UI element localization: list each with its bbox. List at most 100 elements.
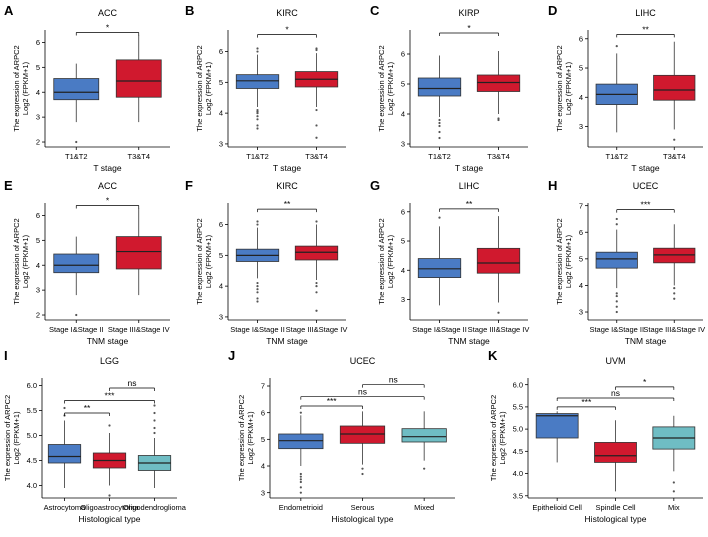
panel-b: B KIRC 3 4 5 6 The expression of ARPC2 Log2 (FP… xyxy=(185,3,346,173)
y-axis-label: The expression of ARPC2 xyxy=(12,45,21,131)
outlier-point xyxy=(256,288,259,291)
box-t3-t4 xyxy=(653,41,696,141)
panel-j: J UCEC 3 4 5 6 7 The expression of ARPC2 Log2 (F… xyxy=(228,348,455,524)
box-t3-t4 xyxy=(294,47,339,139)
outlier-point xyxy=(438,130,441,134)
box-oligodendroglioma xyxy=(137,404,172,488)
outlier-point xyxy=(299,411,302,414)
box-serous xyxy=(339,411,386,476)
panel-title: UVM xyxy=(606,356,626,366)
box-stage-i-stage-ii xyxy=(53,236,100,317)
box-iqr xyxy=(115,236,162,270)
x-tick-label: Serous xyxy=(351,503,375,512)
y-tick-label: 7 xyxy=(579,201,583,210)
x-tick-label: T3&T4 xyxy=(663,152,686,161)
x-axis-label: T stage xyxy=(455,163,483,173)
panel-i: I LGG 4.0 4.5 5.0 5.5 6.0 The expression of ARP… xyxy=(3,348,187,524)
significance-label: ** xyxy=(284,199,291,209)
box-iqr xyxy=(417,77,462,97)
y-axis-label: The expression of ARPC2 xyxy=(555,45,564,131)
outlier-point xyxy=(438,124,441,128)
y-tick-label: 6 xyxy=(579,228,583,237)
box-iqr xyxy=(53,253,100,274)
x-tick-label: Stage III&Stage IV xyxy=(286,325,348,334)
significance-bracket: *** xyxy=(64,391,155,404)
x-axis-label: TNM stage xyxy=(266,336,308,346)
outlier-point xyxy=(256,108,259,112)
panel-h: H UCEC 3 4 5 6 7 The expression of ARPC2 Log2 (F… xyxy=(548,178,705,346)
significance-label: * xyxy=(106,195,110,205)
outlier-point xyxy=(615,310,618,314)
y-tick-label: 4 xyxy=(261,462,265,471)
outlier-point xyxy=(438,136,441,140)
x-tick-label: T1&T2 xyxy=(428,152,451,161)
outlier-point xyxy=(299,480,302,484)
outlier-point xyxy=(256,118,259,121)
x-tick-label: Spindle Cell xyxy=(595,503,635,512)
box-iqr xyxy=(476,247,521,274)
x-tick-label: T3&T4 xyxy=(305,152,328,161)
outlier-point xyxy=(153,431,156,435)
box-iqr xyxy=(53,78,100,101)
significance-bracket: * xyxy=(439,23,499,36)
y-tick-label: 4 xyxy=(36,261,40,270)
y-axis-label: The expression of ARPC2 xyxy=(377,45,386,131)
y-tick-label: 5 xyxy=(579,64,583,73)
outlier-point xyxy=(256,223,259,226)
significance-bracket: ns xyxy=(362,375,425,388)
outlier-point xyxy=(672,490,675,493)
panel-label: F xyxy=(185,178,193,193)
x-axis-label: T stage xyxy=(631,163,659,173)
y-tick-label: 6 xyxy=(36,38,40,47)
outlier-point xyxy=(256,281,259,285)
box-epithelioid-cell xyxy=(535,411,579,463)
outlier-point xyxy=(299,491,302,494)
significance-label: ns xyxy=(128,378,137,388)
panel-title: KIRP xyxy=(458,8,479,18)
y-tick-label: 4.5 xyxy=(27,456,37,465)
significance-bracket: *** xyxy=(300,396,363,409)
y-axis-label-units: Log2 (FPKM+1) xyxy=(386,234,395,288)
outlier-point xyxy=(256,297,259,300)
outlier-point xyxy=(256,127,259,130)
outlier-point xyxy=(315,48,318,52)
box-t1-t2 xyxy=(235,47,280,130)
y-tick-label: 3 xyxy=(219,140,223,149)
outlier-point xyxy=(256,110,259,113)
box-iqr xyxy=(476,74,521,92)
y-tick-label: 4 xyxy=(401,110,405,119)
outlier-point xyxy=(615,300,618,303)
y-tick-label: 5 xyxy=(36,63,40,72)
y-tick-label: 5 xyxy=(579,254,583,263)
outlier-point xyxy=(256,50,259,53)
box-t1-t2 xyxy=(595,44,638,133)
box-stage-iii-stage-iv xyxy=(476,216,521,314)
y-axis-label-units: Log2 (FPKM+1) xyxy=(12,411,21,465)
y-tick-label: 4 xyxy=(219,282,223,291)
y-tick-label: 5.0 xyxy=(27,431,37,440)
x-tick-label: Stage I&Stage II xyxy=(589,325,644,334)
box-iqr xyxy=(339,425,386,444)
outlier-point xyxy=(315,220,318,223)
y-tick-label: 4.5 xyxy=(513,447,523,456)
y-tick-label: 2 xyxy=(36,311,40,320)
y-tick-label: 5 xyxy=(36,236,40,245)
box-stage-i-stage-ii xyxy=(235,220,280,303)
x-axis-label: Histological type xyxy=(332,514,394,524)
y-axis-label: The expression of ARPC2 xyxy=(377,218,386,304)
x-tick-label: Astrocytoma xyxy=(44,503,87,512)
significance-label: *** xyxy=(581,397,592,407)
panel-label: G xyxy=(370,178,380,193)
panel-label: J xyxy=(228,348,235,363)
significance-bracket: ns xyxy=(109,378,155,391)
panel-title: KIRC xyxy=(276,8,298,18)
y-tick-label: 6 xyxy=(261,408,265,417)
x-axis-label: TNM stage xyxy=(448,336,490,346)
x-tick-label: T1&T2 xyxy=(246,152,269,161)
y-tick-label: 3 xyxy=(579,308,583,317)
y-tick-label: 6 xyxy=(219,220,223,229)
x-axis-label: TNM stage xyxy=(87,336,129,346)
significance-label: * xyxy=(467,23,471,33)
y-axis-label-units: Log2 (FPKM+1) xyxy=(564,234,573,288)
